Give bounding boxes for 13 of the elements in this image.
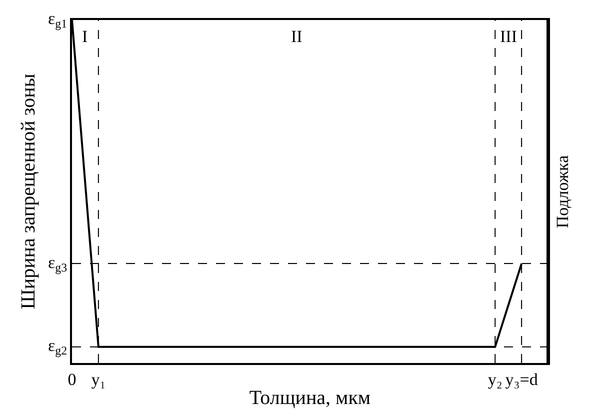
x-tick-label: y₃=d (505, 370, 538, 390)
x-tick-label: y₁ (91, 370, 106, 390)
annotation: II (291, 27, 303, 46)
annotation: I (82, 27, 88, 46)
x-tick-label: y₂ (488, 370, 502, 390)
ref-line-label: ε$_{g3}$ (48, 253, 68, 275)
annotation: ε$_{g1}$ (48, 9, 68, 31)
y-axis-title: Ширина запрещенной зоны (17, 74, 40, 310)
x-axis-title: Толщина, мкм (249, 387, 371, 410)
ref-line-label: ε$_{g2}$ (48, 336, 68, 358)
x-tick-label: 0 (68, 370, 76, 390)
annotation: III (500, 27, 518, 46)
text: Подложка (553, 154, 572, 228)
